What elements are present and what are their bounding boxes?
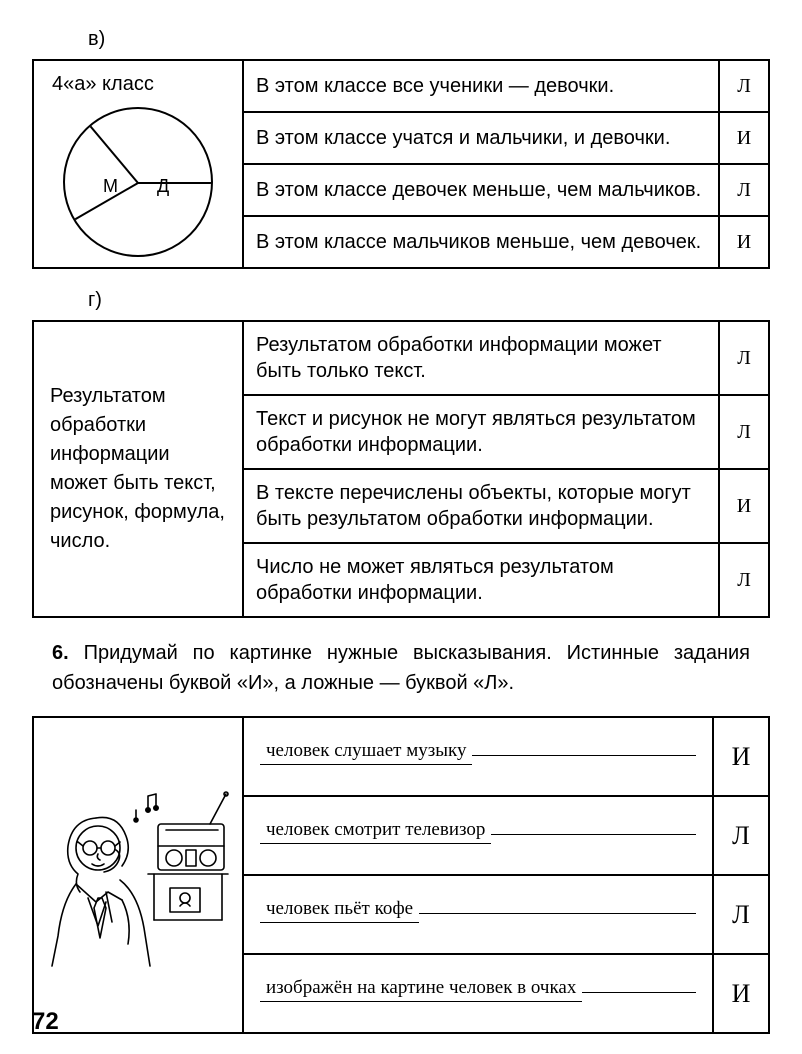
- answer-cell: И: [719, 216, 769, 268]
- handwritten-text: изображён на картине человек в очках: [260, 977, 582, 1002]
- statement-cell: Результатом обработки информации может б…: [243, 321, 719, 395]
- answer-cell: Л: [719, 543, 769, 617]
- table-6: человек слушает музыку И человек смотрит…: [32, 716, 770, 1034]
- handwritten-text: человек смотрит телевизор: [260, 819, 491, 844]
- pie-label-d: Д: [157, 175, 169, 198]
- handwritten-line: человек слушает музыку: [260, 740, 696, 765]
- left-text: Результатом обработки информации может б…: [46, 378, 230, 560]
- line-rest: [419, 913, 696, 914]
- illustration-cell: [33, 717, 243, 1033]
- task6-number: 6.: [52, 642, 69, 664]
- statement-cell: В этом классе девочек меньше, чем мальчи…: [243, 164, 719, 216]
- line-rest: [491, 834, 696, 835]
- section-v-label: в): [88, 28, 770, 51]
- handwritten-cell: человек слушает музыку: [243, 717, 713, 796]
- pie-seam: [138, 182, 213, 184]
- statement-cell: В этом классе учатся и мальчики, и девоч…: [243, 112, 719, 164]
- table-row: человек слушает музыку И: [33, 717, 769, 796]
- answer-cell: Л: [713, 796, 769, 875]
- handwritten-cell: человек пьёт кофе: [243, 875, 713, 954]
- handwritten-line: человек пьёт кофе: [260, 898, 696, 923]
- answer-cell: Л: [719, 60, 769, 112]
- statement-cell: В этом классе мальчиков меньше, чем дево…: [243, 216, 719, 268]
- pie-label-m: М: [103, 175, 118, 198]
- statement-cell: Текст и рисунок не могут являться резуль…: [243, 395, 719, 469]
- task6-text: Придумай по картинке нужные высказывания…: [52, 642, 750, 694]
- pie-chart: М Д: [63, 107, 213, 257]
- answer-letter: И: [732, 742, 751, 771]
- answer-letter: Л: [732, 900, 750, 929]
- answer-cell: И: [719, 112, 769, 164]
- table-v: 4«а» класс М Д В этом классе все ученики…: [32, 59, 770, 269]
- answer-cell: И: [713, 954, 769, 1033]
- handwritten-text: человек слушает музыку: [260, 740, 472, 765]
- statement-cell: Число не может являться результатом обра…: [243, 543, 719, 617]
- section-g-label: г): [88, 289, 770, 312]
- left-text-cell: Результатом обработки информации может б…: [33, 321, 243, 617]
- table-g: Результатом обработки информации может б…: [32, 320, 770, 618]
- statement-cell: В этом классе все ученики — девочки.: [243, 60, 719, 112]
- table-row: Результатом обработки информации может б…: [33, 321, 769, 395]
- answer-letter: И: [732, 979, 751, 1008]
- handwritten-cell: человек смотрит телевизор: [243, 796, 713, 875]
- line-rest: [582, 992, 696, 993]
- person-radio-icon: [40, 780, 238, 970]
- handwritten-line: человек смотрит телевизор: [260, 819, 696, 844]
- page: в) 4«а» класс М Д В этом классе все учен…: [0, 0, 802, 1054]
- answer-cell: Л: [719, 321, 769, 395]
- answer-cell: Л: [719, 395, 769, 469]
- pie-title: 4«а» класс: [46, 71, 230, 97]
- answer-cell: Л: [713, 875, 769, 954]
- task6-instruction: 6. Придумай по картинке нужные высказыва…: [52, 638, 750, 698]
- page-number: 72: [32, 1008, 59, 1036]
- line-rest: [472, 755, 696, 756]
- table-row: 4«а» класс М Д В этом классе все ученики…: [33, 60, 769, 112]
- answer-cell: И: [713, 717, 769, 796]
- statement-cell: В тексте перечислены объекты, которые мо…: [243, 469, 719, 543]
- pie-cell: 4«а» класс М Д: [33, 60, 243, 268]
- answer-cell: И: [719, 469, 769, 543]
- answer-cell: Л: [719, 164, 769, 216]
- answer-letter: Л: [732, 821, 750, 850]
- handwritten-line: изображён на картине человек в очках: [260, 977, 696, 1002]
- handwritten-text: человек пьёт кофе: [260, 898, 419, 923]
- handwritten-cell: изображён на картине человек в очках: [243, 954, 713, 1033]
